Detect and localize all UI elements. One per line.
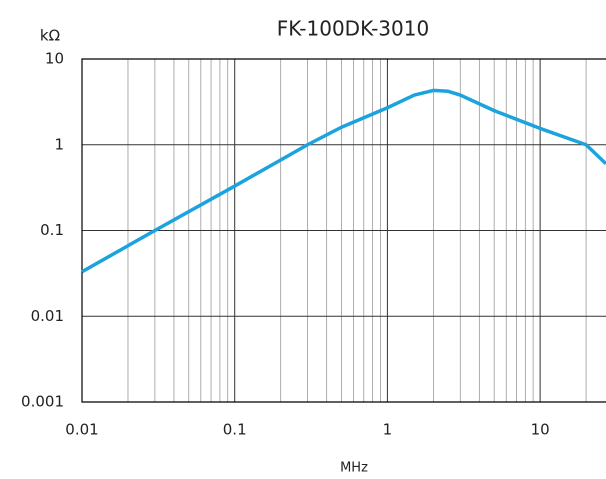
x-tick-label: 0.01 xyxy=(65,421,98,439)
y-tick-label: 0.01 xyxy=(31,307,64,325)
y-tick-label: 10 xyxy=(45,50,64,68)
y-axis-label: kΩ xyxy=(40,27,60,45)
x-tick-label: 0.1 xyxy=(223,421,247,439)
x-tick-label: 1 xyxy=(383,421,393,439)
line-series xyxy=(81,88,606,274)
chart-title: FK-100DK-3010 xyxy=(277,17,429,41)
plot-frame xyxy=(81,58,606,403)
y-tick-label: 0.1 xyxy=(40,221,64,239)
x-tick-label: 10 xyxy=(531,421,550,439)
y-tick-label: 1 xyxy=(54,135,64,153)
x-axis-label: MHz xyxy=(340,461,368,476)
y-tick-label: 0.001 xyxy=(21,393,64,411)
